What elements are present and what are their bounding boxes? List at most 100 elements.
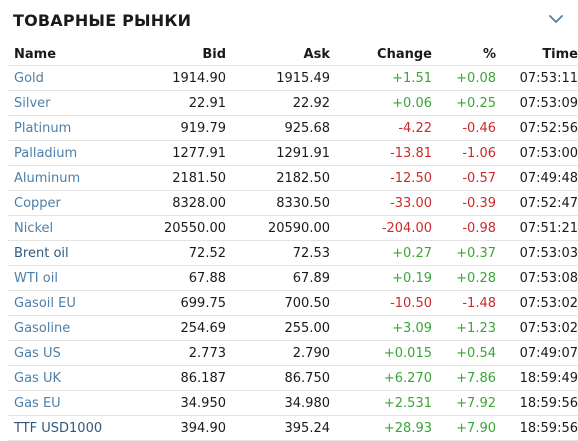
- ask-value: 86.750: [284, 370, 331, 386]
- table-row[interactable]: Aluminum 2181.50 2182.50 -12.50 -0.57 07:49:4…: [8, 166, 578, 191]
- instrument-name-link[interactable]: Gas UK: [14, 370, 61, 386]
- bid-value: 20550.00: [163, 220, 226, 236]
- time-value: 07:53:11: [519, 70, 578, 86]
- bid-value: 86.187: [180, 370, 227, 386]
- table-row[interactable]: Brent oil 72.52 72.53 +0.27 +0.37 07:53:03: [8, 241, 578, 266]
- bid-value: 699.75: [180, 295, 227, 311]
- percent-change-value: -1.48: [462, 295, 496, 311]
- ask-value: 1915.49: [276, 70, 330, 86]
- change-value: +0.06: [392, 95, 432, 111]
- instrument-name-link[interactable]: Gasoil EU: [14, 295, 76, 311]
- time-value: 07:51:21: [519, 220, 578, 236]
- ask-value: 1291.91: [276, 145, 330, 161]
- time-value: 18:59:49: [519, 370, 578, 386]
- change-value: +0.19: [392, 270, 432, 286]
- bid-value: 254.69: [180, 320, 227, 336]
- bid-value: 8328.00: [172, 195, 226, 211]
- table-row[interactable]: Gasoil EU 699.75 700.50 -10.50 -1.48 07:53:02: [8, 291, 578, 316]
- change-value: -13.81: [390, 145, 432, 161]
- change-value: +1.51: [392, 70, 432, 86]
- time-value: 07:52:47: [519, 195, 578, 211]
- chevron-down-icon[interactable]: [548, 12, 564, 26]
- bid-value: 22.91: [188, 95, 226, 111]
- col-header-time[interactable]: Time: [542, 46, 578, 62]
- instrument-name-link[interactable]: Gas US: [14, 345, 61, 361]
- instrument-name-link[interactable]: Aluminum: [14, 170, 81, 186]
- instrument-name-link[interactable]: Gasoline: [14, 320, 71, 336]
- time-value: 07:53:08: [519, 270, 578, 286]
- time-value: 07:53:02: [519, 320, 578, 336]
- table-row[interactable]: TTF USD1000 394.90 395.24 +28.93 +7.90 18:59:…: [8, 416, 578, 441]
- ask-value: 8330.50: [276, 195, 330, 211]
- change-value: +2.531: [383, 395, 432, 411]
- table-row[interactable]: Palladium 1277.91 1291.91 -13.81 -1.06 07:53:…: [8, 141, 578, 166]
- commodities-table: Name Bid Ask Change % Time Gold 1914.90 19…: [8, 43, 578, 441]
- change-value: +28.93: [383, 420, 432, 436]
- instrument-name-link[interactable]: Gold: [14, 70, 44, 86]
- table-row[interactable]: Gas EU 34.950 34.980 +2.531 +7.92 18:59:56: [8, 391, 578, 416]
- col-header-ask[interactable]: Ask: [303, 46, 330, 62]
- instrument-name-link[interactable]: Palladium: [14, 145, 78, 161]
- change-value: +0.27: [392, 245, 432, 261]
- col-header-change[interactable]: Change: [377, 46, 432, 62]
- percent-change-value: -1.06: [462, 145, 496, 161]
- instrument-name-link[interactable]: WTI oil: [14, 270, 58, 286]
- ask-value: 20590.00: [267, 220, 330, 236]
- bid-value: 919.79: [180, 120, 227, 136]
- table-row[interactable]: Copper 8328.00 8330.50 -33.00 -0.39 07:52:47: [8, 191, 578, 216]
- ask-value: 34.980: [284, 395, 331, 411]
- instrument-name-link[interactable]: Copper: [14, 195, 61, 211]
- col-header-bid[interactable]: Bid: [202, 46, 226, 62]
- table-row[interactable]: Gas US 2.773 2.790 +0.015 +0.54 07:49:07: [8, 341, 578, 366]
- percent-change-value: -0.98: [462, 220, 496, 236]
- change-value: -12.50: [390, 170, 432, 186]
- ask-value: 22.92: [292, 95, 330, 111]
- percent-change-value: +0.37: [456, 245, 496, 261]
- percent-change-value: -0.57: [462, 170, 496, 186]
- time-value: 07:53:03: [519, 245, 578, 261]
- ask-value: 2.790: [292, 345, 330, 361]
- percent-change-value: -0.46: [462, 120, 496, 136]
- table-row[interactable]: Silver 22.91 22.92 +0.06 +0.25 07:53:09: [8, 91, 578, 116]
- table-row[interactable]: Nickel 20550.00 20590.00 -204.00 -0.98 07:51:…: [8, 216, 578, 241]
- change-value: -4.22: [398, 120, 432, 136]
- instrument-name-link[interactable]: Nickel: [14, 220, 54, 236]
- col-header-name[interactable]: Name: [14, 46, 57, 62]
- instrument-name-link[interactable]: Silver: [14, 95, 51, 111]
- time-value: 07:53:02: [519, 295, 578, 311]
- bid-value: 1277.91: [172, 145, 226, 161]
- ask-value: 67.89: [292, 270, 330, 286]
- change-value: +6.270: [383, 370, 432, 386]
- time-value: 07:53:00: [519, 145, 578, 161]
- percent-change-value: +0.08: [456, 70, 496, 86]
- time-value: 07:52:56: [519, 120, 578, 136]
- bid-value: 34.950: [180, 395, 227, 411]
- percent-change-value: +0.54: [456, 345, 496, 361]
- ask-value: 72.53: [292, 245, 330, 261]
- table-row[interactable]: WTI oil 67.88 67.89 +0.19 +0.28 07:53:08: [8, 266, 578, 291]
- instrument-name-link[interactable]: TTF USD1000: [14, 420, 103, 436]
- percent-change-value: +7.92: [456, 395, 496, 411]
- percent-change-value: +0.25: [456, 95, 496, 111]
- change-value: +3.09: [392, 320, 432, 336]
- table-row[interactable]: Gold 1914.90 1915.49 +1.51 +0.08 07:53:11: [8, 66, 578, 91]
- widget-header: ТОВАРНЫЕ РЫНКИ: [0, 0, 578, 42]
- percent-change-value: +7.90: [456, 420, 496, 436]
- table-row[interactable]: Platinum 919.79 925.68 -4.22 -0.46 07:52:56: [8, 116, 578, 141]
- table-row[interactable]: Gasoline 254.69 255.00 +3.09 +1.23 07:53:02: [8, 316, 578, 341]
- widget-title: ТОВАРНЫЕ РЫНКИ: [13, 11, 192, 30]
- instrument-name-link[interactable]: Gas EU: [14, 395, 61, 411]
- change-value: +0.015: [383, 345, 432, 361]
- time-value: 18:59:56: [519, 395, 578, 411]
- ask-value: 700.50: [284, 295, 331, 311]
- change-value: -204.00: [381, 220, 432, 236]
- instrument-name-link[interactable]: Platinum: [14, 120, 72, 136]
- bid-value: 1914.90: [172, 70, 226, 86]
- time-value: 18:59:56: [519, 420, 578, 436]
- instrument-name-link[interactable]: Brent oil: [14, 245, 69, 261]
- time-value: 07:49:48: [519, 170, 578, 186]
- bid-value: 67.88: [188, 270, 226, 286]
- col-header-percent[interactable]: %: [482, 46, 496, 62]
- table-row[interactable]: Gas UK 86.187 86.750 +6.270 +7.86 18:59:49: [8, 366, 578, 391]
